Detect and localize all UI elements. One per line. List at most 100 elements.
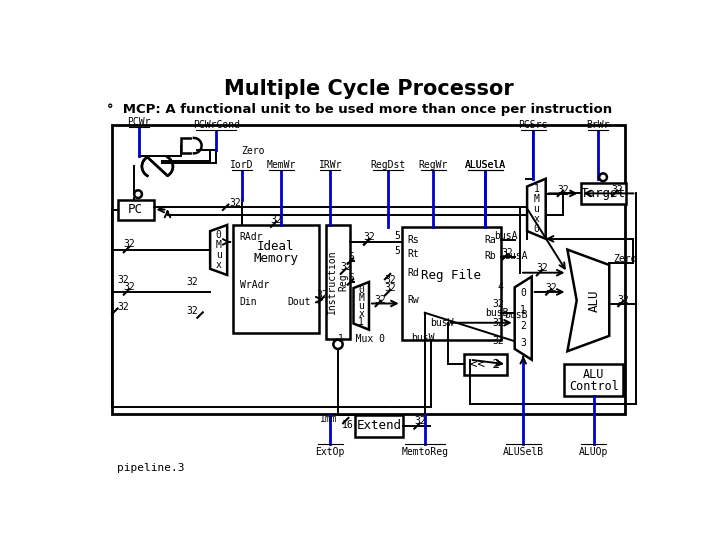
Text: 0: 0: [359, 285, 364, 295]
Text: 32: 32: [374, 295, 387, 305]
Bar: [580, 183, 626, 204]
Text: PC: PC: [128, 203, 143, 216]
Text: 32: 32: [186, 306, 199, 316]
Polygon shape: [567, 249, 609, 351]
Text: 32: 32: [536, 263, 548, 273]
Text: IRWr: IRWr: [318, 160, 342, 170]
Text: M: M: [534, 194, 539, 204]
Text: 32: 32: [384, 283, 396, 293]
Text: Rt: Rt: [408, 249, 420, 259]
Text: 32: 32: [557, 185, 569, 194]
Text: PCWrCond: PCWrCond: [193, 120, 240, 130]
Text: ALUSelB: ALUSelB: [503, 448, 544, 457]
Text: busB: busB: [485, 308, 509, 318]
Text: 5: 5: [394, 231, 400, 241]
Text: Dout: Dout: [287, 297, 311, 307]
Text: 32: 32: [501, 248, 513, 258]
Text: RAdr: RAdr: [240, 232, 263, 241]
Text: x: x: [359, 309, 364, 319]
Text: ALUSelA: ALUSelA: [464, 160, 506, 170]
Text: 32: 32: [117, 275, 129, 286]
Text: 32: 32: [492, 299, 504, 309]
Text: 32: 32: [230, 198, 241, 208]
Text: x: x: [216, 260, 222, 270]
Bar: [355, 415, 403, 437]
Text: WrAdr: WrAdr: [240, 280, 269, 290]
Text: Memory: Memory: [253, 252, 299, 265]
Text: 32: 32: [186, 277, 199, 287]
Text: Extend: Extend: [356, 420, 402, 433]
Text: 5: 5: [348, 273, 354, 283]
Text: ExtOp: ExtOp: [315, 448, 345, 457]
Text: IorD: IorD: [230, 160, 253, 170]
Text: PCSrc: PCSrc: [518, 120, 548, 130]
Text: 16: 16: [341, 420, 354, 430]
Text: 32: 32: [317, 290, 328, 300]
Text: 32: 32: [270, 215, 282, 225]
Text: MemWr: MemWr: [266, 160, 296, 170]
Text: 32: 32: [384, 275, 396, 286]
Text: u: u: [534, 204, 539, 214]
Text: Rw: Rw: [408, 295, 420, 305]
Text: Zero: Zero: [241, 146, 265, 156]
Text: x: x: [534, 214, 539, 224]
Text: busB: busB: [504, 310, 527, 320]
Text: PCWr: PCWr: [127, 117, 150, 127]
Text: 32: 32: [117, 302, 129, 312]
Text: 4: 4: [498, 282, 504, 292]
Text: 1: 1: [534, 184, 539, 194]
Text: u: u: [359, 301, 364, 311]
Text: pipeline.3: pipeline.3: [117, 463, 184, 473]
Text: 32: 32: [611, 185, 623, 194]
Text: Din: Din: [240, 297, 257, 307]
Text: 32: 32: [492, 336, 504, 346]
Text: RegWr: RegWr: [418, 160, 448, 170]
Text: 0: 0: [521, 288, 526, 298]
Polygon shape: [515, 276, 532, 360]
Circle shape: [599, 173, 607, 181]
Text: 32: 32: [414, 416, 426, 426]
Text: ALUOp: ALUOp: [579, 448, 608, 457]
Text: ALUSelA: ALUSelA: [464, 160, 506, 170]
Text: busA: busA: [494, 231, 517, 241]
Bar: [233, 225, 319, 333]
Text: RegDst: RegDst: [371, 160, 406, 170]
Text: Ra: Ra: [485, 235, 496, 245]
Text: ALU: ALU: [583, 368, 604, 381]
Text: 32: 32: [363, 232, 375, 242]
Text: 1  Mux 0: 1 Mux 0: [338, 334, 384, 344]
Text: °  MCP: A functional unit to be used more than once per instruction: ° MCP: A functional unit to be used more…: [107, 103, 612, 116]
Text: 1: 1: [521, 305, 526, 315]
Text: 3: 3: [521, 338, 526, 348]
Text: Rd: Rd: [408, 268, 420, 278]
Text: Zero: Zero: [613, 254, 636, 264]
Polygon shape: [527, 179, 546, 239]
Circle shape: [333, 340, 343, 349]
Text: 32: 32: [340, 261, 351, 272]
Bar: [118, 200, 153, 220]
Text: 32: 32: [123, 239, 135, 249]
Bar: [112, 125, 625, 414]
Text: 1: 1: [359, 317, 364, 327]
Bar: [181, 138, 194, 153]
Text: 5: 5: [348, 252, 354, 262]
Text: 2: 2: [521, 321, 526, 332]
Text: 32: 32: [545, 283, 557, 293]
Text: busW: busW: [412, 333, 435, 343]
Bar: [564, 363, 624, 396]
Text: Rs: Rs: [408, 235, 420, 245]
Text: M: M: [216, 240, 222, 250]
Text: << 2: << 2: [470, 358, 500, 371]
Text: Rb: Rb: [485, 251, 496, 261]
Text: Imm: Imm: [320, 414, 338, 424]
Circle shape: [134, 190, 142, 198]
Text: busW: busW: [430, 318, 454, 328]
Text: 5: 5: [394, 246, 400, 256]
Bar: [402, 226, 500, 340]
Text: Instruction
Reg: Instruction Reg: [327, 249, 348, 314]
Text: 32: 32: [492, 318, 504, 328]
Text: Ideal: Ideal: [257, 240, 294, 253]
Polygon shape: [210, 225, 228, 275]
Polygon shape: [142, 157, 173, 176]
Bar: [326, 225, 350, 339]
